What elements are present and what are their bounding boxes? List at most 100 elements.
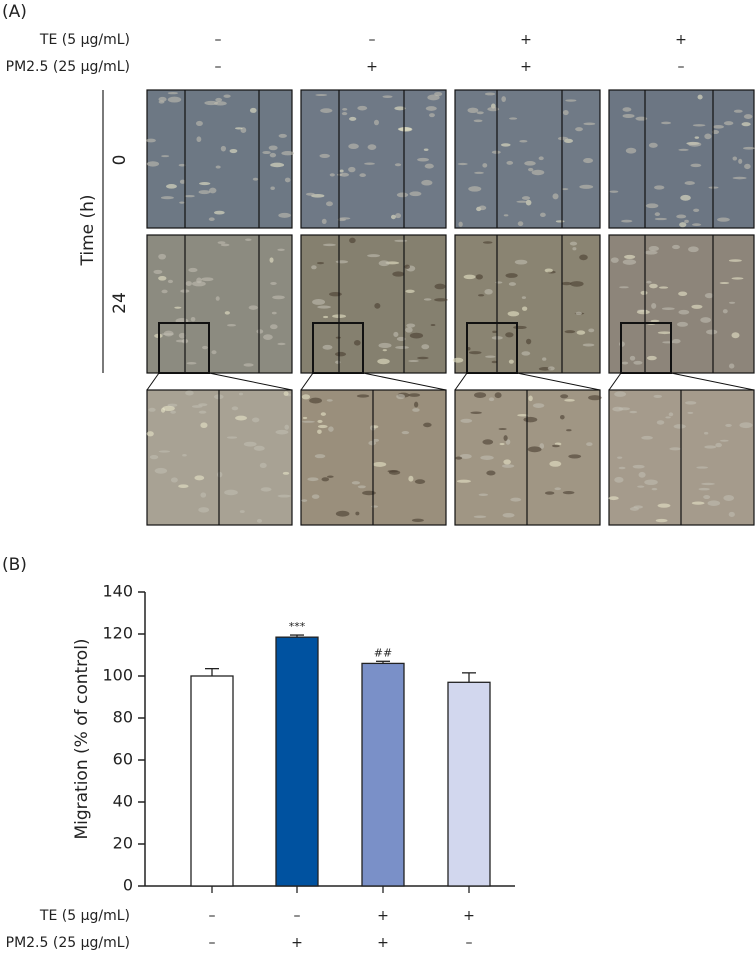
cell [484,92,496,96]
cell [335,336,341,339]
cell [684,219,689,224]
y-tick-label: 100 [102,666,133,685]
cell [325,201,333,207]
cell [649,283,658,289]
cell [368,440,377,446]
cell [653,394,663,398]
cell [326,399,333,402]
cell [378,342,392,349]
cell [199,182,211,186]
cell [229,148,238,154]
cell [408,393,421,397]
treatment-label: PM2.5 (25 μg/mL) [6,59,130,75]
cell [583,122,596,126]
micrograph [146,234,293,374]
cell [528,395,533,402]
cell [528,167,534,172]
cell [163,330,174,337]
cell [167,279,174,284]
y-axis-label: Migration (% of control) [72,638,92,839]
cell [725,423,732,428]
cell [329,291,342,297]
cell [636,309,650,315]
zoom-box [312,322,364,374]
cell [645,203,659,209]
treatment-sign: + [366,59,378,75]
cell [519,139,528,143]
cell [625,147,637,154]
cell [226,436,238,439]
cell [684,401,697,405]
cell [698,487,710,491]
treatment-label: TE (5 μg/mL) [39,908,130,924]
cell [540,212,546,218]
cell [570,281,584,287]
treatment-label: PM2.5 (25 μg/mL) [6,935,130,951]
cell [487,106,500,112]
cell [532,403,545,408]
cell [270,281,277,285]
cell [356,394,370,398]
cell [194,475,205,481]
cell [568,454,582,459]
cell [473,515,487,518]
cell [342,107,348,111]
cell [227,324,236,327]
cell [644,479,658,486]
cell [687,411,694,414]
cell [390,214,396,220]
cell [281,151,295,156]
cell [654,217,667,221]
zoom-line [670,372,755,391]
cell [252,177,259,181]
cell [202,345,208,350]
cell [317,305,331,309]
y-tick-label: 20 [113,834,133,853]
cell [692,124,706,127]
y-tick-label: 60 [113,750,133,769]
cell [351,481,361,485]
cell [170,477,178,483]
y-tick-label: 0 [123,876,133,895]
cell [475,274,483,280]
cell [467,107,479,113]
cell [349,237,356,244]
cell [575,311,582,316]
cell [311,194,325,198]
cell [501,96,507,102]
cell [482,163,488,168]
cell [728,511,735,517]
cell [622,259,637,265]
cell [311,494,320,499]
cell [256,518,263,523]
cell [492,330,497,334]
treatment-sign: – [209,908,216,924]
cell [348,143,359,150]
row-label: 0 [110,155,130,166]
cell [501,464,515,468]
cell [231,406,239,411]
cell [651,487,658,491]
cell [555,220,565,223]
cell [696,466,709,469]
cell [662,341,675,344]
cell [158,253,166,260]
cell [531,169,545,176]
cell [638,471,646,478]
cell [196,136,202,143]
cell [491,150,501,154]
cell [576,330,586,335]
cell [552,444,560,448]
cell [612,406,624,412]
cell [178,332,186,339]
cell [688,141,702,147]
cell [579,184,594,189]
cell [392,271,405,277]
cell [337,218,347,222]
cell [646,355,657,361]
cell [684,181,695,185]
cell [678,291,688,297]
cell [209,187,217,194]
cell [622,113,635,118]
cell [482,439,494,445]
